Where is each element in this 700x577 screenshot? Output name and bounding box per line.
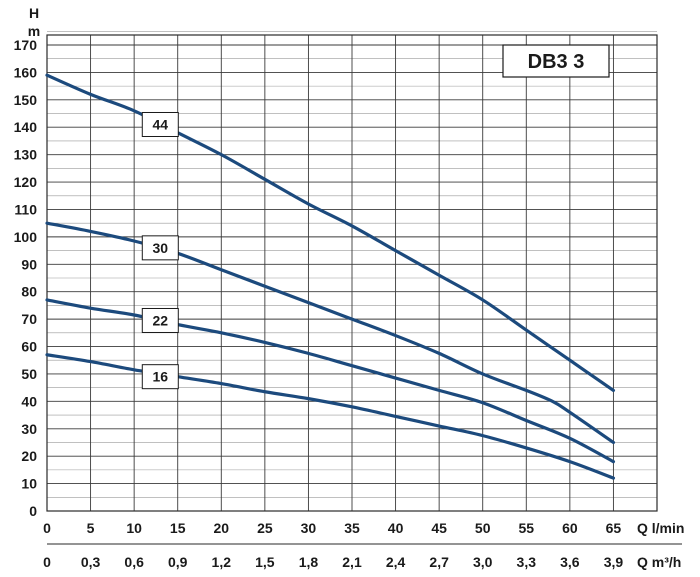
x2-tick-label: 2,7 <box>429 554 449 570</box>
y-tick-label: 40 <box>21 393 37 409</box>
x2-tick-label: 3,3 <box>517 554 537 570</box>
x-axis-secondary-ticks: 0 0,3 0,6 0,9 1,2 1,5 1,8 2,1 2,4 2,7 3,0 3,3 3,6 3,9 <box>43 554 623 570</box>
x2-tick-label: 1,5 <box>255 554 275 570</box>
x-tick-label: 10 <box>126 520 142 536</box>
y-tick-label: 100 <box>14 229 38 245</box>
y-tick-label: 170 <box>14 37 38 53</box>
x-tick-label: 45 <box>431 520 447 536</box>
x2-tick-label: 2,1 <box>342 554 362 570</box>
x-tick-label: 50 <box>475 520 491 536</box>
x-tick-label: 55 <box>518 520 534 536</box>
x2-tick-label: 1,2 <box>212 554 232 570</box>
y-tick-label: 70 <box>21 311 37 327</box>
curve-label-16: 16 <box>141 364 179 390</box>
y-axis-ticks: 0 10 20 30 40 50 60 70 80 90 100 110 120 130 140 150 160… <box>14 37 38 519</box>
model-badge: DB3 3 <box>502 44 610 78</box>
y-tick-label: 160 <box>14 64 38 80</box>
curve-label-text: 16 <box>152 369 168 385</box>
y-tick-label: 20 <box>21 448 37 464</box>
y-tick-label: 110 <box>14 201 37 217</box>
curve-22 <box>45 298 616 464</box>
curve-label-box <box>141 307 179 333</box>
y-tick-label: 0 <box>29 503 37 519</box>
y-tick-label: 90 <box>21 256 37 272</box>
x-axis-ticks: 0 5 10 15 20 25 30 35 40 45 50 55 60 65 <box>43 520 621 536</box>
x2-tick-label: 0,6 <box>124 554 144 570</box>
x-tick-label: 5 <box>87 520 95 536</box>
y-tick-label: 130 <box>14 147 38 163</box>
curve-label-22: 22 <box>141 307 179 333</box>
curves <box>45 73 616 480</box>
model-label: DB3 3 <box>528 51 585 73</box>
y-tick-label: 140 <box>14 119 38 135</box>
curve-label-text: 22 <box>152 312 168 328</box>
curve-label-text: 30 <box>152 240 168 256</box>
y-tick-label: 50 <box>21 366 37 382</box>
x-tick-label: 30 <box>301 520 317 536</box>
y-axis-label-top: H <box>29 5 39 21</box>
x-tick-label: 60 <box>562 520 578 536</box>
major-gridlines <box>47 35 657 511</box>
curve-label-30: 30 <box>141 235 179 261</box>
y-tick-label: 120 <box>14 174 38 190</box>
y-tick-label: 150 <box>14 92 38 108</box>
x-tick-label: 15 <box>170 520 186 536</box>
x2-tick-label: 3,0 <box>473 554 493 570</box>
curve-label-box <box>141 364 179 390</box>
model-badge-box <box>502 44 610 78</box>
curve-label-box <box>141 111 179 137</box>
x-tick-label: 35 <box>344 520 360 536</box>
x-tick-label: 40 <box>388 520 404 536</box>
x-tick-label: 0 <box>43 520 51 536</box>
x-axis-label: Q l/min <box>637 520 684 536</box>
x2-tick-label: 3,9 <box>604 554 624 570</box>
curve-label-44: 44 <box>141 111 179 137</box>
y-tick-label: 60 <box>21 339 37 355</box>
curve-labels: 44 30 22 16 <box>141 111 179 390</box>
x2-tick-label: 2,4 <box>386 554 406 570</box>
x2-tick-label: 3,6 <box>560 554 580 570</box>
x-tick-label: 20 <box>213 520 229 536</box>
x2-tick-label: 0,9 <box>168 554 188 570</box>
x-axis-secondary-label: Q m³/h <box>637 554 681 570</box>
y-tick-label: 30 <box>21 421 37 437</box>
x-tick-label: 65 <box>606 520 622 536</box>
x-tick-label: 25 <box>257 520 273 536</box>
x2-tick-label: 0,3 <box>81 554 101 570</box>
y-tick-label: 80 <box>21 284 37 300</box>
plot-frame <box>46 34 658 512</box>
x2-tick-label: 0 <box>43 554 51 570</box>
curve-44 <box>45 73 616 392</box>
curve-label-box <box>141 235 179 261</box>
x2-tick-label: 1,8 <box>299 554 319 570</box>
curve-16 <box>45 353 616 480</box>
curve-label-text: 44 <box>152 116 168 132</box>
y-tick-label: 10 <box>21 476 37 492</box>
y-axis-label-unit: m <box>28 23 40 39</box>
